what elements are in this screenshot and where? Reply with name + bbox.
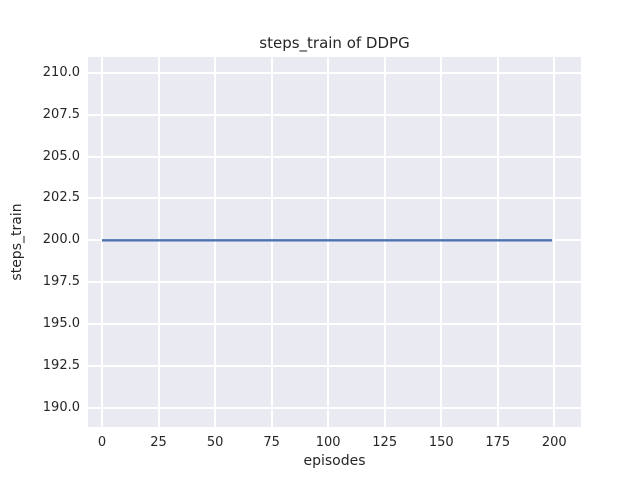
x-tick-label: 125 [372, 435, 398, 450]
y-tick-label: 190.0 [42, 399, 80, 415]
data-series-layer [102, 239, 553, 242]
vertical-gridline [214, 57, 217, 427]
x-tick-label: 100 [315, 435, 341, 450]
horizontal-gridline [88, 364, 581, 367]
horizontal-gridline [88, 71, 581, 74]
vertical-gridline [157, 57, 160, 427]
x-tick-label: 150 [428, 435, 454, 450]
y-tick-label: 210.0 [42, 64, 80, 80]
y-tick-label: 202.5 [42, 190, 80, 206]
horizontal-gridline [88, 406, 581, 409]
x-tick-label: 50 [206, 435, 224, 450]
vertical-gridline [101, 57, 104, 427]
x-tick-label: 200 [541, 435, 567, 450]
y-tick-label: 207.5 [42, 106, 80, 122]
y-tick-label: 205.0 [42, 148, 80, 164]
x-tick-label: 25 [150, 435, 167, 450]
x-tick-label: 75 [263, 435, 280, 450]
y-axis-label: steps_train [9, 203, 25, 281]
horizontal-gridline [88, 197, 581, 200]
y-tick-label: 192.5 [42, 357, 80, 373]
y-tick-label: 197.5 [42, 274, 80, 290]
vertical-gridline [553, 57, 556, 427]
horizontal-gridline [88, 113, 581, 116]
x-tick-label: 175 [485, 435, 511, 450]
vertical-gridline [327, 57, 330, 427]
y-tick-label: 195.0 [42, 316, 80, 332]
horizontal-gridline [88, 323, 581, 326]
horizontal-gridline [88, 281, 581, 284]
vertical-gridline [383, 57, 386, 427]
vertical-gridline [270, 57, 273, 427]
plot-area [88, 57, 581, 427]
chart-title: steps_train of DDPG [259, 34, 410, 52]
y-tick-label: 200.0 [42, 232, 80, 248]
vertical-gridline [496, 57, 499, 427]
horizontal-gridline [88, 155, 581, 158]
x-axis-label: episodes [303, 453, 366, 469]
x-tick-label: 0 [97, 435, 107, 450]
vertical-gridline [440, 57, 443, 427]
